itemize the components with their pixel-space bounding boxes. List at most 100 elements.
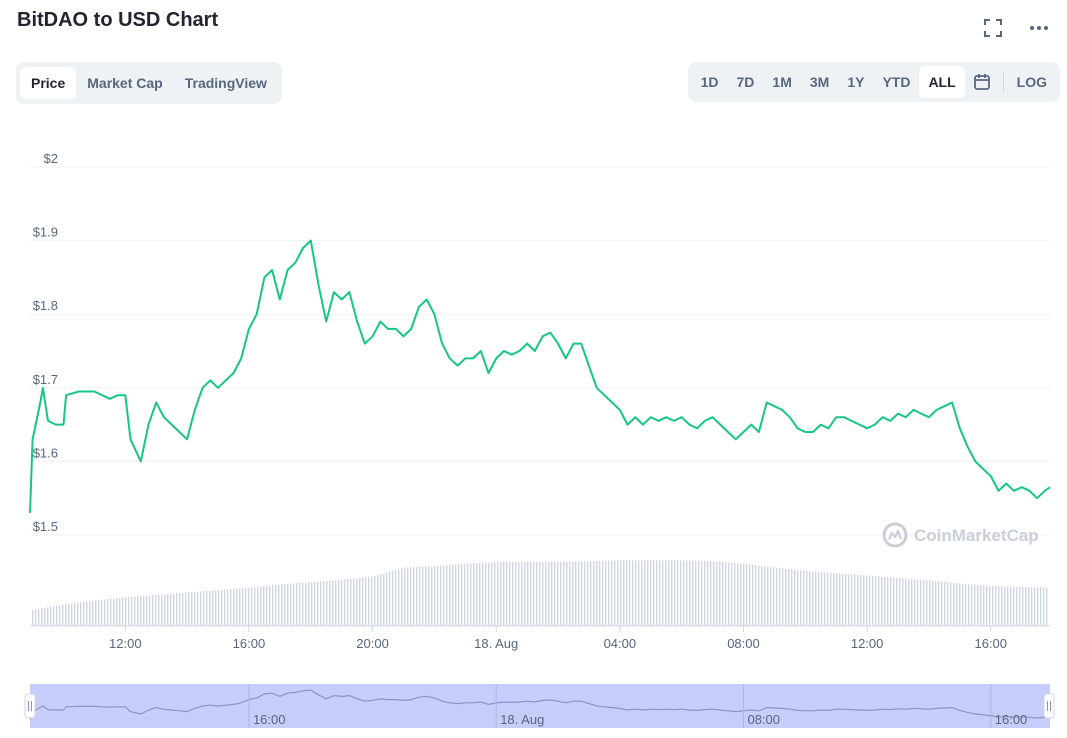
- volume-bar: [209, 590, 211, 626]
- volume-bar: [737, 563, 739, 626]
- volume-bar: [62, 604, 64, 626]
- x-axis-labels: 12:00 16:00 20:00 18. Aug 04:00 08:00 12:00 16:…: [30, 625, 1050, 651]
- tab-market-cap[interactable]: Market Cap: [87, 75, 163, 91]
- navigator-tick-label: 18. Aug: [500, 712, 544, 727]
- volume-bar: [941, 581, 943, 626]
- volume-bar: [605, 560, 607, 626]
- volume-bar: [257, 586, 259, 626]
- volume-bar: [716, 561, 718, 626]
- volume-bar: [260, 586, 262, 626]
- navigator-right-handle[interactable]: [1043, 693, 1055, 719]
- more-icon[interactable]: [1025, 14, 1053, 42]
- volume-bar: [44, 607, 46, 626]
- volume-bar: [410, 567, 412, 626]
- volume-bar: [380, 574, 382, 626]
- volume-bar: [959, 583, 961, 626]
- volume-bar: [749, 564, 751, 626]
- volume-bar: [1043, 587, 1045, 626]
- y-tick-label: $1.5: [33, 519, 58, 534]
- volume-bar: [272, 585, 274, 626]
- volume-bar: [725, 562, 727, 626]
- navigator-left-handle[interactable]: [24, 693, 36, 719]
- range-selector: 1D 7D 1M 3M 1Y YTD ALL LOG: [687, 62, 1060, 102]
- volume-bar: [701, 560, 703, 626]
- volume-bar: [971, 584, 973, 626]
- volume-bar: [470, 563, 472, 626]
- volume-bar: [167, 593, 169, 626]
- volume-bar: [659, 560, 661, 626]
- calendar-icon[interactable]: [965, 66, 999, 98]
- volume-bar: [500, 562, 502, 626]
- volume-bar: [434, 566, 436, 626]
- volume-bar: [197, 591, 199, 626]
- range-all-button[interactable]: ALL: [919, 66, 965, 98]
- volume-bar: [80, 602, 82, 626]
- volume-bar: [191, 592, 193, 626]
- range-7d-button[interactable]: 7D: [736, 74, 755, 90]
- log-scale-button[interactable]: LOG: [1016, 74, 1047, 90]
- volume-bar: [542, 562, 544, 626]
- volume-bar: [32, 610, 34, 626]
- range-ytd-button[interactable]: YTD: [882, 74, 911, 90]
- volume-bar: [218, 590, 220, 626]
- volume-bar: [548, 562, 550, 626]
- volume-bar: [110, 598, 112, 626]
- volume-bar: [686, 560, 688, 626]
- volume-bar: [1004, 586, 1006, 626]
- volume-bar: [437, 565, 439, 626]
- volume-bar: [185, 592, 187, 626]
- volume-bar: [863, 575, 865, 626]
- volume-bar: [521, 562, 523, 626]
- volume-bar: [161, 594, 163, 626]
- volume-bar: [578, 561, 580, 626]
- volume-bar: [188, 592, 190, 626]
- volume-bar: [224, 589, 226, 626]
- volume-bar: [56, 605, 58, 626]
- volume-bar: [362, 577, 364, 626]
- volume-bar: [473, 563, 475, 626]
- navigator-ticks: 16:00 18. Aug 08:00 16:00: [248, 684, 1027, 728]
- volume-bar: [899, 578, 901, 626]
- volume-bar: [743, 563, 745, 626]
- tab-price[interactable]: Price: [20, 67, 77, 99]
- volume-bar: [35, 609, 37, 626]
- volume-bar: [413, 567, 415, 626]
- y-tick-label: $1.7: [33, 372, 58, 387]
- range-3m-button[interactable]: 3M: [809, 74, 830, 90]
- volume-bar: [245, 587, 247, 626]
- range-1y-button[interactable]: 1Y: [847, 74, 865, 90]
- fullscreen-icon[interactable]: [979, 14, 1007, 42]
- volume-bar: [98, 600, 100, 626]
- volume-bar: [431, 566, 433, 626]
- volume-bar: [536, 562, 538, 626]
- volume-bar: [86, 601, 88, 626]
- volume-bar: [491, 562, 493, 626]
- volume-bar: [329, 580, 331, 626]
- volume-bar: [227, 589, 229, 626]
- volume-bar: [1025, 586, 1027, 626]
- x-tick-label: 16:00: [233, 636, 266, 651]
- volume-bar: [482, 562, 484, 626]
- time-navigator[interactable]: 16:00 18. Aug 08:00 16:00: [24, 684, 1055, 728]
- volume-bar: [650, 560, 652, 626]
- y-tick-label: $2: [44, 151, 58, 166]
- volume-bar: [221, 589, 223, 626]
- volume-bar: [476, 563, 478, 626]
- volume-bar: [1001, 586, 1003, 626]
- volume-bar: [710, 561, 712, 626]
- volume-bar: [719, 561, 721, 626]
- volume-bar: [998, 586, 1000, 626]
- range-1m-button[interactable]: 1M: [772, 74, 792, 90]
- volume-bar: [176, 593, 178, 626]
- navigator-window[interactable]: [30, 684, 1050, 728]
- tab-tradingview[interactable]: TradingView: [184, 75, 267, 91]
- volume-bar: [926, 580, 928, 626]
- volume-bar: [641, 560, 643, 626]
- volume-bar: [140, 596, 142, 626]
- range-1d-button[interactable]: 1D: [700, 74, 719, 90]
- volume-bar: [593, 561, 595, 626]
- volume-bar: [419, 566, 421, 626]
- volume-bar: [740, 563, 742, 626]
- volume-bar: [116, 598, 118, 626]
- page-title: BitDAO to USD Chart: [17, 9, 219, 31]
